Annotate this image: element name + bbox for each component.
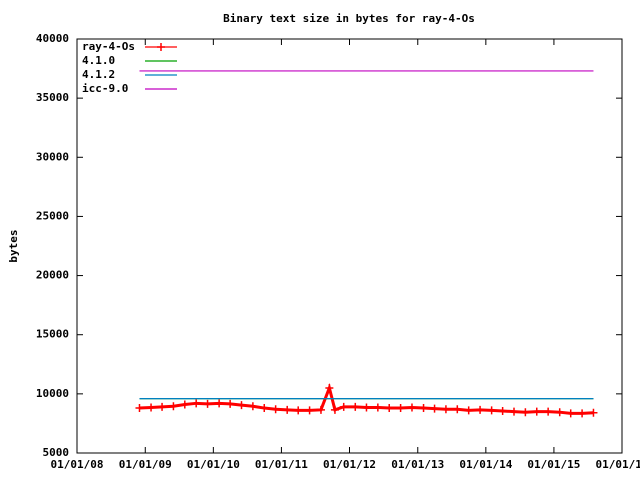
y-tick-label: 35000 xyxy=(36,91,69,104)
y-axis-label: bytes xyxy=(7,229,20,262)
point xyxy=(316,405,325,414)
point xyxy=(362,403,371,412)
point xyxy=(192,399,201,408)
point xyxy=(248,402,257,411)
y-tick-label: 15000 xyxy=(36,328,69,341)
point xyxy=(147,403,156,412)
point xyxy=(305,406,314,415)
point xyxy=(215,399,224,408)
point xyxy=(589,408,598,417)
point xyxy=(441,405,450,414)
point xyxy=(578,409,587,418)
y-tick-label: 40000 xyxy=(36,32,69,45)
point xyxy=(453,405,462,414)
point xyxy=(169,402,178,411)
point xyxy=(180,400,189,409)
point xyxy=(294,406,303,415)
x-tick-label: 01/01/08 xyxy=(51,458,104,471)
x-tick-label: 01/01/12 xyxy=(323,458,376,471)
x-tick-label: 01/01/16 xyxy=(596,458,640,471)
x-tick-label: 01/01/15 xyxy=(527,458,580,471)
point xyxy=(430,404,439,413)
x-tick-label: 01/01/10 xyxy=(187,458,240,471)
y-tick-label: 25000 xyxy=(36,209,69,222)
legend-label: icc-9.0 xyxy=(82,82,128,95)
legend-label: ray-4-Os xyxy=(82,40,135,53)
y-tick-label: 20000 xyxy=(36,269,69,282)
point xyxy=(226,399,235,408)
legend-label: 4.1.0 xyxy=(82,54,115,67)
point xyxy=(135,404,144,413)
x-tick-label: 01/01/11 xyxy=(255,458,308,471)
point xyxy=(385,404,394,413)
y-tick-label: 5000 xyxy=(43,446,70,459)
point xyxy=(330,405,339,414)
point xyxy=(396,404,405,413)
point xyxy=(566,409,575,418)
point xyxy=(158,402,167,411)
point xyxy=(283,405,292,414)
point xyxy=(407,403,416,412)
y-tick-label: 30000 xyxy=(36,150,69,163)
point xyxy=(237,401,246,410)
x-tick-label: 01/01/13 xyxy=(391,458,444,471)
point xyxy=(325,383,334,392)
point xyxy=(339,402,348,411)
point xyxy=(271,405,280,414)
legend-label: 4.1.2 xyxy=(82,68,115,81)
y-tick-label: 10000 xyxy=(36,387,69,400)
point xyxy=(260,404,269,413)
point xyxy=(532,407,541,416)
point xyxy=(487,406,496,415)
point xyxy=(203,399,212,408)
point xyxy=(476,405,485,414)
point xyxy=(498,407,507,416)
point xyxy=(373,403,382,412)
plot-frame xyxy=(76,38,623,454)
point xyxy=(544,407,553,416)
point xyxy=(510,407,519,416)
legend-marker xyxy=(157,43,165,51)
x-tick-label: 01/01/14 xyxy=(459,458,512,471)
x-tick-label: 01/01/09 xyxy=(119,458,172,471)
point xyxy=(464,406,473,415)
chart-title: Binary text size in bytes for ray-4-Os xyxy=(223,12,475,25)
point xyxy=(351,402,360,411)
point xyxy=(555,408,564,417)
point xyxy=(521,408,530,417)
point xyxy=(419,404,428,413)
